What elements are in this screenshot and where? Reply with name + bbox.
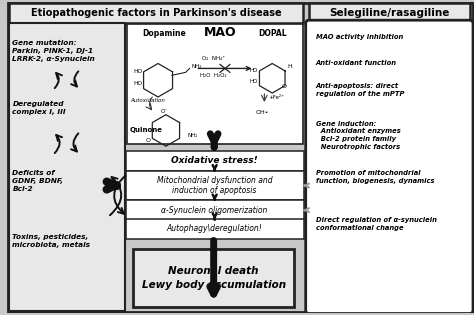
Text: Gene induction:
  Antioxidant enzymes
  Bcl-2 protein family
  Neurotrophic fact: Gene induction: Antioxidant enzymes Bcl-… [316,121,400,150]
Text: Direct regulation of α-synuclein
conformational change: Direct regulation of α-synuclein conform… [316,217,437,231]
FancyBboxPatch shape [9,23,125,311]
Text: HO: HO [249,79,258,84]
FancyBboxPatch shape [126,219,304,239]
Text: HO: HO [249,68,258,73]
Text: Etiopathogenic factors in Parkinson's disease: Etiopathogenic factors in Parkinson's di… [31,8,282,18]
FancyBboxPatch shape [306,20,473,313]
FancyBboxPatch shape [127,24,303,144]
Text: NH₂: NH₂ [191,64,202,69]
Text: Anti-oxidant function: Anti-oxidant function [316,60,397,66]
Text: Mitochondrial dysfunction and
induction of apoptosis: Mitochondrial dysfunction and induction … [157,176,273,195]
Text: α-Synuclein oligomerization: α-Synuclein oligomerization [162,206,268,215]
Text: Autoxidation: Autoxidation [131,98,165,103]
Text: O: O [282,84,287,89]
Text: O⁻: O⁻ [160,109,167,114]
Text: +Fe²⁺: +Fe²⁺ [268,95,284,100]
Text: Dopamine: Dopamine [142,30,186,38]
Text: Selegiline/rasagiline: Selegiline/rasagiline [329,8,450,18]
FancyBboxPatch shape [126,171,304,200]
FancyBboxPatch shape [309,3,470,23]
Text: HO: HO [134,69,143,74]
Text: Oxidative stress!: Oxidative stress! [171,157,258,165]
Text: MAO activity inhibition: MAO activity inhibition [316,34,403,40]
Text: Deficits of
GDNF, BDNF,
Bcl-2: Deficits of GDNF, BDNF, Bcl-2 [12,170,64,192]
FancyBboxPatch shape [9,3,473,312]
Text: Toxins, pesticides,
microbiota, metals: Toxins, pesticides, microbiota, metals [12,234,91,248]
Text: O₂  NH₄⁺: O₂ NH₄⁺ [201,56,225,61]
Text: H: H [288,64,292,69]
FancyBboxPatch shape [126,151,304,171]
FancyBboxPatch shape [9,3,303,23]
Text: MAO: MAO [204,26,237,38]
Text: HO: HO [134,81,143,86]
Text: H₂O  H₂O₂: H₂O H₂O₂ [200,73,227,78]
Text: Neuronal death
Lewy body accumulation: Neuronal death Lewy body accumulation [142,266,286,289]
Text: DOPAL: DOPAL [258,30,287,38]
FancyBboxPatch shape [134,249,294,306]
Text: NH₂: NH₂ [188,133,198,138]
Text: Deregulated
complex I, III: Deregulated complex I, III [12,101,66,115]
FancyBboxPatch shape [126,200,304,220]
Text: Anti-apoptosis: direct
regulation of the mPTP: Anti-apoptosis: direct regulation of the… [316,83,404,97]
Text: O: O [146,138,151,143]
Text: OH•: OH• [255,110,269,115]
Text: Gene mutation:
Parkin, PINK-1, DJ-1
LRRK-2, α-Synuclein: Gene mutation: Parkin, PINK-1, DJ-1 LRRK… [12,40,95,62]
Text: Promotion of mitochondrial
function, biogenesis, dynamics: Promotion of mitochondrial function, bio… [316,170,434,184]
Text: Autophagy\deregulation!: Autophagy\deregulation! [167,224,263,233]
Text: Quinone: Quinone [129,128,163,134]
